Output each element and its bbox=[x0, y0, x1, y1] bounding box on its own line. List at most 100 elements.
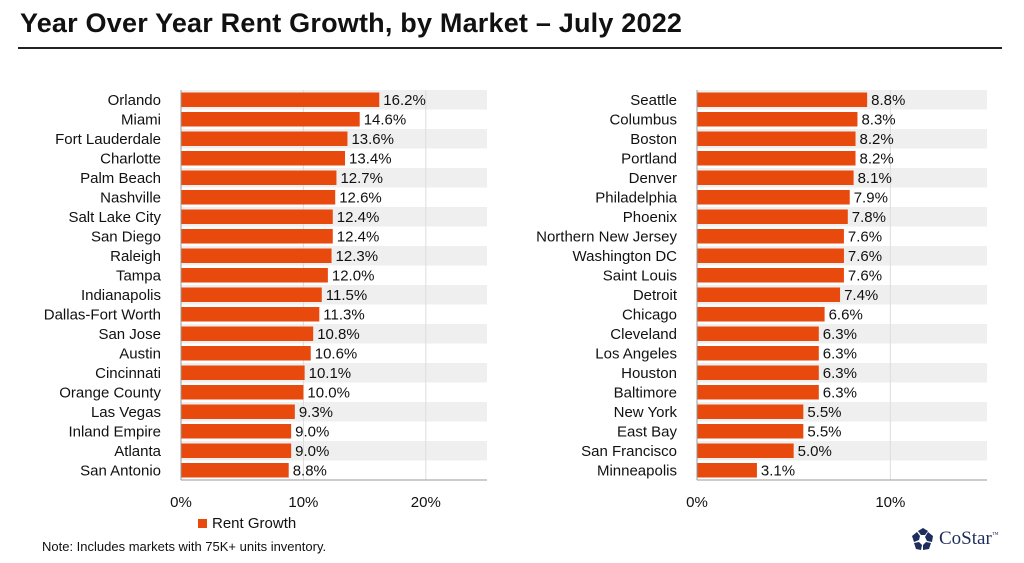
costar-logo: CoStar™ bbox=[911, 527, 999, 551]
bar-east-bay bbox=[697, 424, 804, 439]
category-label: Indianapolis bbox=[81, 287, 161, 304]
title-divider bbox=[18, 47, 1002, 49]
data-label: 10.0% bbox=[307, 385, 350, 402]
category-label: Atlanta bbox=[114, 443, 161, 460]
category-label: Denver bbox=[629, 170, 677, 187]
data-label: 7.8% bbox=[852, 209, 886, 226]
data-label: 10.6% bbox=[315, 346, 358, 363]
bar-northern-new-jersey bbox=[697, 229, 844, 244]
category-label: Cleveland bbox=[610, 326, 677, 343]
bar-cleveland bbox=[697, 326, 819, 341]
category-label: Phoenix bbox=[623, 209, 678, 226]
data-label: 6.3% bbox=[823, 365, 857, 382]
chart-title: Year Over Year Rent Growth, by Market – … bbox=[20, 8, 683, 38]
bar-new-york bbox=[697, 404, 804, 419]
legend-label: Rent Growth bbox=[212, 515, 297, 532]
bar-detroit bbox=[697, 287, 841, 302]
data-label: 13.4% bbox=[349, 151, 392, 168]
bar-indianapolis bbox=[181, 287, 322, 302]
bar-cincinnati bbox=[181, 365, 305, 380]
category-label: San Antonio bbox=[80, 463, 161, 480]
category-label: Boston bbox=[630, 131, 677, 148]
costar-star-icon bbox=[912, 528, 933, 550]
bar-dallas-fort-worth bbox=[181, 307, 320, 322]
data-label: 7.4% bbox=[844, 287, 878, 304]
bar-las-vegas bbox=[181, 404, 295, 419]
bar-washington-dc bbox=[697, 248, 844, 263]
x-tick-label: 0% bbox=[686, 494, 708, 511]
bar-seattle bbox=[697, 92, 868, 107]
bar-palm-beach bbox=[181, 170, 337, 185]
bar-salt-lake-city bbox=[181, 209, 333, 224]
category-label: Houston bbox=[621, 365, 677, 382]
category-label: Raleigh bbox=[110, 248, 161, 265]
data-label: 7.6% bbox=[848, 248, 882, 265]
bar-austin bbox=[181, 346, 311, 361]
legend-swatch bbox=[198, 519, 207, 528]
bar-saint-louis bbox=[697, 268, 844, 283]
category-label: Minneapolis bbox=[597, 463, 677, 480]
category-label: Orange County bbox=[59, 385, 161, 402]
category-label: East Bay bbox=[617, 424, 678, 441]
category-label: Washington DC bbox=[573, 248, 678, 265]
x-tick-label: 10% bbox=[288, 494, 318, 511]
bar-inland-empire bbox=[181, 424, 292, 439]
data-label: 11.3% bbox=[323, 307, 364, 324]
category-label: Baltimore bbox=[614, 385, 677, 402]
data-label: 6.6% bbox=[829, 307, 863, 324]
data-label: 8.2% bbox=[860, 151, 894, 168]
category-label: San Jose bbox=[98, 326, 161, 343]
category-label: Las Vegas bbox=[91, 404, 161, 421]
category-label: San Diego bbox=[91, 229, 161, 246]
data-label: 11.5% bbox=[326, 287, 367, 304]
data-label: 5.0% bbox=[798, 443, 832, 460]
data-label: 6.3% bbox=[823, 326, 857, 343]
category-label: Fort Lauderdale bbox=[55, 131, 161, 148]
category-label: Seattle bbox=[630, 92, 677, 109]
bar-san-diego bbox=[181, 229, 333, 244]
category-label: Charlotte bbox=[100, 151, 161, 168]
bar-houston bbox=[697, 365, 819, 380]
category-label: Inland Empire bbox=[68, 424, 161, 441]
data-label: 12.4% bbox=[337, 229, 380, 246]
bar-phoenix bbox=[697, 209, 848, 224]
bar-san-francisco bbox=[697, 443, 794, 458]
legend: Rent Growth bbox=[198, 515, 296, 532]
bar-charlotte bbox=[181, 151, 346, 166]
data-label: 8.2% bbox=[860, 131, 894, 148]
bar-san-antonio bbox=[181, 463, 289, 478]
category-label: Columbus bbox=[609, 112, 677, 129]
data-label: 12.6% bbox=[339, 190, 382, 207]
category-label: New York bbox=[614, 404, 678, 421]
data-label: 14.6% bbox=[364, 112, 407, 129]
data-label: 7.6% bbox=[848, 229, 882, 246]
data-label: 10.8% bbox=[317, 326, 360, 343]
category-label: Portland bbox=[621, 151, 677, 168]
bar-philadelphia bbox=[697, 190, 850, 205]
data-label: 8.8% bbox=[871, 92, 905, 109]
category-label: Northern New Jersey bbox=[536, 229, 677, 246]
category-label: Cincinnati bbox=[95, 365, 161, 382]
data-label: 10.1% bbox=[309, 365, 352, 382]
data-label: 7.9% bbox=[854, 190, 888, 207]
data-label: 13.6% bbox=[351, 131, 394, 148]
category-label: Philadelphia bbox=[595, 190, 677, 207]
footnote: Note: Includes markets with 75K+ units i… bbox=[42, 539, 327, 554]
bar-denver bbox=[697, 170, 854, 185]
category-label: Chicago bbox=[622, 307, 677, 324]
bar-orange-county bbox=[181, 385, 304, 400]
data-label: 3.1% bbox=[761, 463, 795, 480]
bar-atlanta bbox=[181, 443, 292, 458]
bar-fort-lauderdale bbox=[181, 131, 348, 146]
bar-raleigh bbox=[181, 248, 332, 263]
data-label: 12.4% bbox=[337, 209, 380, 226]
logo-text: CoStar bbox=[939, 528, 992, 549]
bar-baltimore bbox=[697, 385, 819, 400]
bar-san-jose bbox=[181, 326, 314, 341]
category-label: Orlando bbox=[108, 92, 161, 109]
bar-nashville bbox=[181, 190, 336, 205]
category-label: Austin bbox=[119, 346, 161, 363]
x-tick-label: 0% bbox=[170, 494, 192, 511]
data-label: 8.1% bbox=[858, 170, 892, 187]
bar-columbus bbox=[697, 112, 858, 127]
